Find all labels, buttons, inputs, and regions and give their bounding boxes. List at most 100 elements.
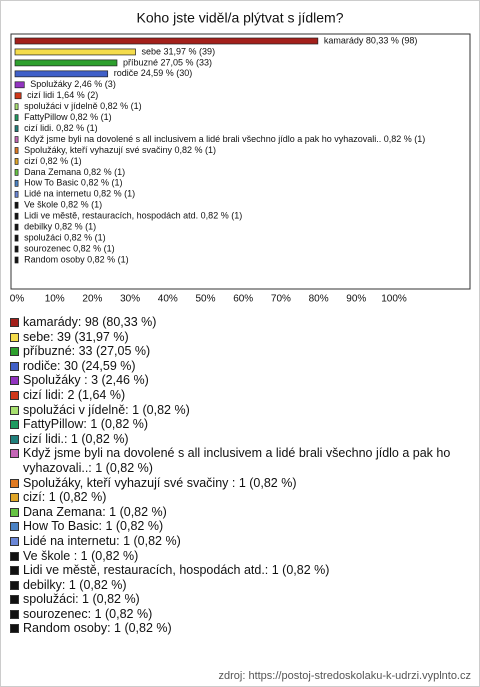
value-label: debilky 0,82 % (1)	[24, 222, 96, 232]
legend-swatch	[10, 595, 19, 605]
value-label: spolužáci 0,82 % (1)	[24, 232, 106, 242]
legend-label: sebe: 39 (31,97 %)	[23, 329, 129, 344]
x-tick-label: 80%	[309, 294, 329, 305]
legend-item: FattyPillow: 1 (0,82 %)	[9, 417, 473, 432]
legend-label: příbuzné: 33 (27,05 %)	[23, 344, 151, 359]
legend-label: cizí: 1 (0,82 %)	[23, 490, 107, 505]
value-label: rodiče 24,59 % (30)	[114, 68, 193, 78]
value-label: Lidé na internetu 0,82 % (1)	[24, 189, 135, 199]
bar	[14, 180, 19, 187]
x-tick-label: 10%	[45, 294, 65, 305]
value-label: sourozenec 0,82 % (1)	[24, 243, 115, 253]
bar	[14, 223, 19, 231]
legend-label: Ve škole : 1 (0,82 %)	[23, 548, 139, 563]
bar	[14, 125, 19, 132]
value-label: How To Basic 0,82 % (1)	[24, 178, 122, 188]
value-label: Random osoby 0,82 % (1)	[24, 254, 129, 264]
x-tick-label: 90%	[346, 294, 366, 305]
legend-label: sourozenec: 1 (0,82 %)	[23, 606, 153, 621]
value-label: Ve škole 0,82 % (1)	[24, 200, 102, 210]
bar	[14, 147, 19, 154]
x-tick-label: 60%	[233, 294, 253, 305]
legend-label: How To Basic: 1 (0,82 %)	[23, 519, 164, 534]
legend-item: sourozenec: 1 (0,82 %)	[9, 607, 473, 622]
x-tick-label: 20%	[82, 294, 102, 305]
value-label: sebe 31,97 % (39)	[142, 46, 216, 56]
legend-swatch	[10, 551, 19, 561]
value-label: Lidi ve městě, restauracích, hospodách a…	[24, 211, 242, 221]
legend-swatch	[10, 580, 19, 590]
bar	[14, 92, 22, 100]
legend-item: Lidi ve městě, restauracích, hospodách a…	[9, 563, 473, 578]
x-tick-label: 50%	[195, 294, 215, 305]
legend-swatch	[10, 376, 19, 386]
bar	[14, 201, 19, 209]
value-label: Dana Zemana 0,82 % (1)	[24, 167, 125, 177]
legend-label: Dana Zemana: 1 (0,82 %)	[23, 504, 167, 519]
legend-swatch	[10, 434, 19, 444]
value-label: FattyPillow 0,82 % (1)	[24, 112, 112, 122]
bar	[14, 245, 19, 253]
legend-swatch	[10, 478, 19, 488]
legend-swatch	[10, 405, 19, 415]
legend-swatch	[10, 493, 19, 503]
value-label: Když jsme byli na dovolené s all inclusi…	[24, 134, 425, 144]
legend-swatch	[10, 420, 19, 430]
bar	[14, 103, 19, 111]
legend-swatch	[10, 390, 19, 400]
legend-item: spolužáci: 1 (0,82 %)	[9, 592, 473, 607]
legend-item: Dana Zemana: 1 (0,82 %)	[9, 505, 473, 520]
bar	[14, 190, 19, 198]
legend-label: rodiče: 30 (24,59 %)	[23, 358, 136, 373]
legend-label: Když jsme byli na dovolené s all inclusi…	[23, 446, 451, 475]
value-label: příbuzné 27,05 % (33)	[123, 57, 212, 67]
value-label: spolužáci v jídelně 0,82 % (1)	[24, 101, 142, 111]
legend-swatch	[10, 449, 19, 459]
legend-item: cizí: 1 (0,82 %)	[9, 490, 473, 505]
legend-label: kamarády: 98 (80,33 %)	[23, 315, 157, 329]
legend-label: cizí lidi.: 1 (0,82 %)	[23, 431, 129, 446]
legend-item: debilky: 1 (0,82 %)	[9, 578, 473, 593]
legend-item: Když jsme byli na dovolené s all inclusi…	[9, 446, 473, 475]
x-tick-label: 0%	[10, 294, 25, 305]
legend-label: spolužáci: 1 (0,82 %)	[23, 592, 140, 607]
legend-item: Spolužáky : 3 (2,46 %)	[9, 373, 473, 388]
legend-item: sebe: 39 (31,97 %)	[9, 330, 473, 345]
legend-item: cizí lidi.: 1 (0,82 %)	[9, 432, 473, 447]
value-label: cizí 0,82 % (1)	[24, 156, 82, 166]
legend-item: How To Basic: 1 (0,82 %)	[9, 519, 473, 534]
legend-swatch	[10, 332, 19, 342]
x-tick-label: 70%	[271, 294, 291, 305]
bar	[14, 59, 118, 67]
legend: kamarády: 98 (80,33 %) sebe: 39 (31,97 %)…	[9, 315, 473, 636]
bar	[14, 136, 19, 143]
legend-item: Ve škole : 1 (0,82 %)	[9, 549, 473, 564]
x-tick-label: 40%	[158, 294, 178, 305]
value-label: cizí lidi. 0,82 % (1)	[24, 123, 98, 133]
bar	[14, 70, 109, 78]
legend-swatch	[10, 318, 19, 327]
legend-label: Lidé na internetu: 1 (0,82 %)	[23, 533, 181, 548]
bar	[14, 212, 19, 220]
bar	[14, 169, 19, 176]
legend-swatch	[10, 536, 19, 546]
legend-label: spolužáci v jídelně: 1 (0,82 %)	[23, 402, 190, 417]
legend-item: spolužáci v jídelně: 1 (0,82 %)	[9, 403, 473, 418]
bar	[14, 48, 136, 56]
x-tick-label: 30%	[120, 294, 140, 305]
legend-item: Spolužáky, kteří vyhazují své svačiny : …	[9, 476, 473, 491]
value-label: Spolužáky 2,46 % (3)	[30, 79, 116, 89]
legend-item: Lidé na internetu: 1 (0,82 %)	[9, 534, 473, 549]
bar	[14, 256, 19, 264]
legend-item: kamarády: 98 (80,33 %)	[9, 315, 473, 330]
legend-item: příbuzné: 33 (27,05 %)	[9, 344, 473, 359]
bar	[14, 81, 25, 89]
chart: Koho jste viděl/a plýtvat s jídlem? 0% 10…	[10, 10, 471, 305]
legend-swatch	[10, 566, 19, 576]
legend-label: Spolužáky, kteří vyhazují své svačiny : …	[23, 475, 297, 490]
bar	[14, 158, 19, 165]
bar	[14, 114, 19, 122]
legend-swatch	[10, 624, 19, 634]
legend-swatch	[10, 361, 19, 371]
